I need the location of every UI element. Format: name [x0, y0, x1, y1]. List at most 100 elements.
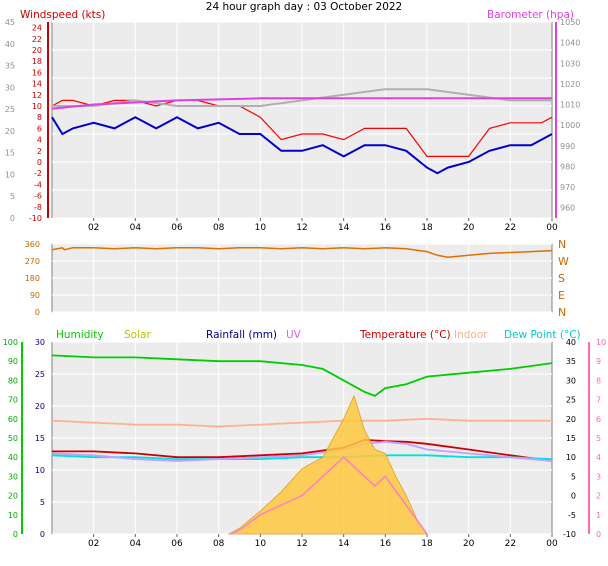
- series-line-indoor: [51, 417, 552, 428]
- left-axis-label: Windspeed (kts): [20, 9, 105, 21]
- wind-y-tick: 2: [37, 147, 42, 156]
- humidity-y-tick: 20: [8, 492, 18, 501]
- wind-y-tick: -6: [34, 192, 42, 201]
- rain-y-tick: 20: [35, 402, 45, 411]
- compass-label: N: [558, 306, 566, 319]
- x-tick-label: 20: [463, 539, 475, 549]
- humidity-y-tick: 70: [8, 396, 18, 405]
- humidity-y-tick: 50: [8, 434, 18, 443]
- humidity-y-tick: 100: [3, 338, 18, 347]
- x-tick-label: 10: [255, 223, 267, 233]
- series-area-solar: [227, 394, 428, 535]
- wind-y-tick: 18: [32, 57, 42, 66]
- outer-y-tick: 5: [10, 192, 15, 201]
- right-axis-label: Barometer (hpa): [487, 9, 574, 21]
- outer-y-tick: 45: [5, 18, 15, 27]
- direction-y-tick: 270: [25, 257, 40, 266]
- rain-y-tick: 5: [40, 498, 45, 507]
- wind-y-tick: 8: [37, 113, 42, 122]
- x-tick-label: 02: [88, 539, 99, 549]
- outer-y-tick: 15: [5, 149, 15, 158]
- x-tick-label: 08: [213, 223, 225, 233]
- legend-item: Solar: [124, 329, 151, 341]
- rain-y-tick: 0: [40, 530, 45, 539]
- x-tick-label: 12: [296, 539, 307, 549]
- temp-y-tick: 15: [566, 434, 576, 443]
- wind-y-tick: -4: [34, 180, 42, 189]
- direction-y-tick: 0: [35, 308, 40, 317]
- wind-y-tick: 4: [37, 136, 42, 145]
- outer-y-tick: 0: [10, 214, 15, 223]
- legend-item: Temperature (°C): [359, 329, 451, 341]
- baro-y-tick: 1040: [560, 39, 580, 48]
- series-line-gust-trend: [52, 88, 552, 107]
- outer-y-tick: 35: [5, 62, 15, 71]
- rain-y-tick: 15: [35, 434, 45, 443]
- baro-y-tick: 960: [560, 204, 575, 213]
- baro-y-tick: 1000: [560, 121, 580, 130]
- series-line-wind-direction: [51, 246, 553, 258]
- baro-y-tick: 990: [560, 142, 575, 151]
- baro-y-tick: 1030: [560, 59, 580, 68]
- wind-y-tick: 14: [32, 80, 42, 89]
- baro-y-tick: 970: [560, 183, 575, 192]
- uv-y-tick: 2: [596, 492, 601, 501]
- legend-item: Indoor: [454, 329, 488, 341]
- humidity-y-tick: 60: [8, 415, 18, 424]
- wind-y-tick: 22: [32, 35, 42, 44]
- x-tick-label: 18: [421, 223, 433, 233]
- compass-label: E: [558, 289, 565, 302]
- x-tick-label: 00: [546, 223, 558, 233]
- baro-y-tick: 1010: [560, 101, 580, 110]
- temp-y-tick: 25: [566, 396, 576, 405]
- humidity-y-tick: 0: [13, 530, 18, 539]
- humidity-y-tick: 40: [8, 453, 18, 462]
- x-tick-label: 10: [255, 539, 267, 549]
- baro-y-tick: 1020: [560, 80, 580, 89]
- humidity-y-tick: 80: [8, 376, 18, 385]
- uv-y-tick: 7: [596, 396, 601, 405]
- outer-y-tick: 40: [5, 40, 15, 49]
- uv-y-tick: 4: [596, 453, 601, 462]
- series-line-windspeed-avg: [51, 116, 553, 175]
- series-line-windspeed: [51, 99, 553, 157]
- direction-y-tick: 360: [25, 240, 40, 249]
- rain-y-tick: 25: [35, 370, 45, 379]
- x-tick-label: 04: [130, 223, 142, 233]
- temp-y-tick: 10: [566, 453, 576, 462]
- outer-y-tick: 10: [5, 170, 15, 179]
- uv-y-tick: 9: [596, 357, 601, 366]
- series-line-humidity: [51, 354, 553, 397]
- uv-y-tick: 3: [596, 472, 601, 481]
- x-tick-label: 16: [380, 223, 392, 233]
- uv-y-tick: 8: [596, 376, 601, 385]
- x-tick-label: 18: [421, 539, 433, 549]
- wind-y-tick: -8: [34, 203, 42, 212]
- x-tick-label: 22: [505, 223, 516, 233]
- rain-y-tick: 30: [35, 338, 45, 347]
- legend-item: UV: [286, 329, 302, 341]
- humidity-y-tick: 90: [8, 357, 18, 366]
- x-tick-label: 02: [88, 223, 99, 233]
- wind-y-tick: 0: [37, 158, 42, 167]
- humidity-y-tick: 30: [8, 472, 18, 481]
- temp-y-tick: -5: [568, 511, 576, 520]
- baro-y-tick: 1050: [560, 18, 580, 27]
- uv-y-tick: 6: [596, 415, 601, 424]
- x-tick-label: 04: [130, 539, 142, 549]
- temp-y-tick: 40: [566, 338, 576, 347]
- wind-y-tick: 24: [32, 24, 42, 33]
- series-line-barometer: [51, 97, 552, 110]
- legend-item: Humidity: [56, 329, 104, 341]
- outer-y-tick: 25: [5, 105, 15, 114]
- outer-y-tick: 20: [5, 127, 15, 136]
- x-tick-label: 20: [463, 223, 475, 233]
- wind-y-tick: 6: [37, 124, 42, 133]
- x-tick-label: 12: [296, 223, 307, 233]
- wind-y-tick: 12: [32, 91, 42, 100]
- wind-y-tick: 16: [32, 68, 42, 77]
- series-line-uv: [228, 456, 428, 535]
- temp-y-tick: -10: [563, 530, 576, 539]
- x-tick-label: 08: [213, 539, 225, 549]
